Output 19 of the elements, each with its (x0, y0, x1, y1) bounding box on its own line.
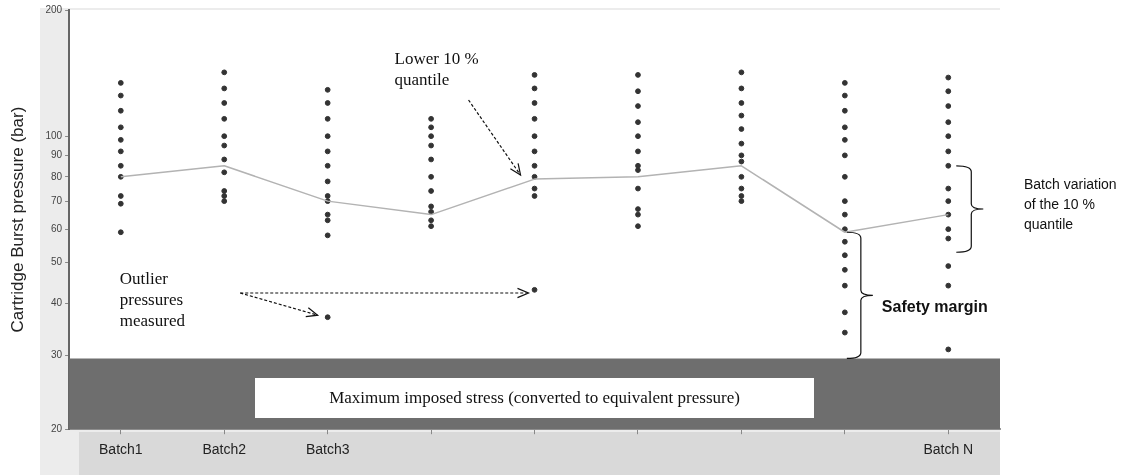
annotation: Outlier pressures measured (119, 268, 186, 331)
y-tick-label: 200 (45, 3, 63, 15)
y-tick-label: 80 (50, 170, 63, 182)
y-tick-label: 40 (50, 296, 63, 308)
x-tick-label: Batch N (923, 441, 974, 458)
x-tick-label: Batch1 (99, 441, 143, 458)
annotation: Safety margin (881, 297, 989, 318)
y-tick-label: 60 (50, 222, 63, 234)
annotation: Lower 10 % quantile (394, 48, 480, 90)
y-tick-label: 70 (50, 194, 63, 206)
y-axis-title: Cartridge Burst pressure (bar) (7, 106, 27, 333)
y-tick-label: 100 (45, 129, 63, 141)
y-tick-label: 90 (50, 149, 63, 161)
x-tick-label: Batch3 (305, 441, 350, 458)
x-tick-label: Batch2 (202, 441, 247, 458)
y-tick-label: 50 (50, 256, 63, 268)
y-tick-label: 30 (50, 349, 63, 361)
text: Batch variation of the 10 % quantile (1024, 175, 1118, 234)
y-tick-label: 20 (50, 422, 63, 434)
